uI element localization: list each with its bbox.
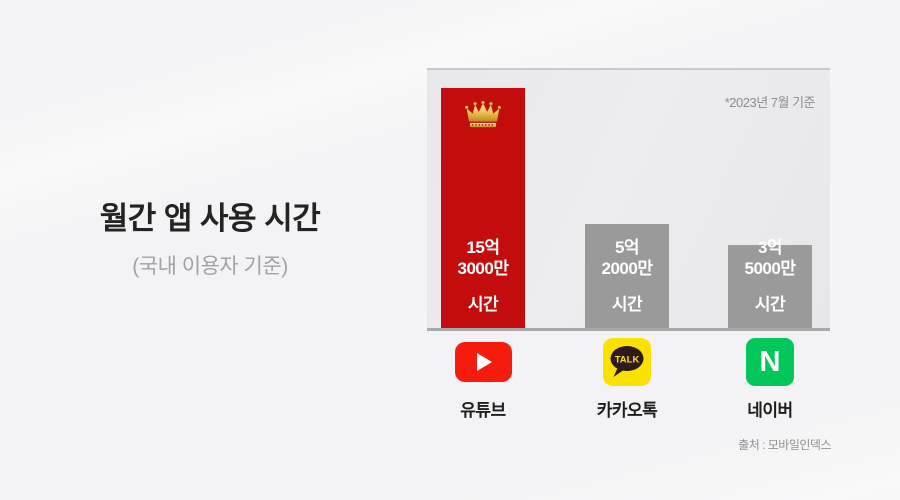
kakao-bubble-icon: TALK bbox=[610, 346, 644, 377]
bar-label: 3억 5000만 시간 bbox=[728, 237, 812, 315]
bar-value-line2: 5000만 bbox=[744, 259, 796, 278]
app-label-naver: 네이버 bbox=[747, 401, 793, 420]
chart-top-border bbox=[427, 68, 830, 70]
bar-value-line2: 2000만 bbox=[601, 259, 653, 278]
app-label-kakaotalk: 카카오톡 bbox=[596, 401, 658, 420]
naver-n-letter: N bbox=[759, 345, 781, 378]
bar-value-line1: 5억 bbox=[614, 238, 640, 257]
svg-text:TALK: TALK bbox=[615, 355, 640, 366]
play-icon bbox=[477, 353, 492, 371]
app-youtube: 유튜브 bbox=[433, 338, 533, 421]
naver-icon: N bbox=[746, 338, 794, 386]
youtube-icon bbox=[454, 342, 512, 382]
app-naver: N 네이버 bbox=[720, 338, 820, 421]
app-kakaotalk: TALK 카카오톡 bbox=[577, 338, 677, 421]
bar-value: 15억 3000만 bbox=[441, 237, 525, 279]
title-block: 월간 앱 사용 시간 (국내 이용자 기준) bbox=[55, 193, 365, 280]
bar-unit: 시간 bbox=[467, 295, 499, 314]
as-of-note: *2023년 7월 기준 bbox=[724, 95, 816, 110]
bar-unit: 시간 bbox=[754, 295, 786, 314]
page-subtitle: (국내 이용자 기준) bbox=[132, 255, 288, 278]
bar-youtube: 15억 3000만 시간 bbox=[441, 88, 525, 329]
bar-chart: *2023년 7월 기준 bbox=[427, 68, 830, 331]
bar-value-line1: 15억 bbox=[466, 238, 500, 257]
bar-kakaotalk: 5억 2000만 시간 bbox=[585, 224, 669, 329]
app-label-youtube: 유튜브 bbox=[460, 401, 506, 420]
bar-label: 5억 2000만 시간 bbox=[585, 237, 669, 315]
bar-value-line2: 3000만 bbox=[457, 259, 509, 278]
page-title: 월간 앱 사용 시간 bbox=[99, 201, 321, 236]
kakaotalk-icon: TALK bbox=[603, 338, 651, 386]
bar-unit: 시간 bbox=[611, 295, 643, 314]
bar-value: 5억 2000만 bbox=[585, 237, 669, 279]
bar-naver: 3억 5000만 시간 bbox=[728, 238, 812, 329]
bar-label: 15억 3000만 시간 bbox=[441, 237, 525, 315]
chart-baseline bbox=[427, 328, 830, 331]
crown-icon bbox=[465, 101, 501, 128]
bar-value-line1: 3억 bbox=[757, 238, 783, 257]
source-credit: 출처 : 모바일인덱스 bbox=[738, 438, 831, 452]
bar-value: 3억 5000만 bbox=[728, 237, 812, 279]
